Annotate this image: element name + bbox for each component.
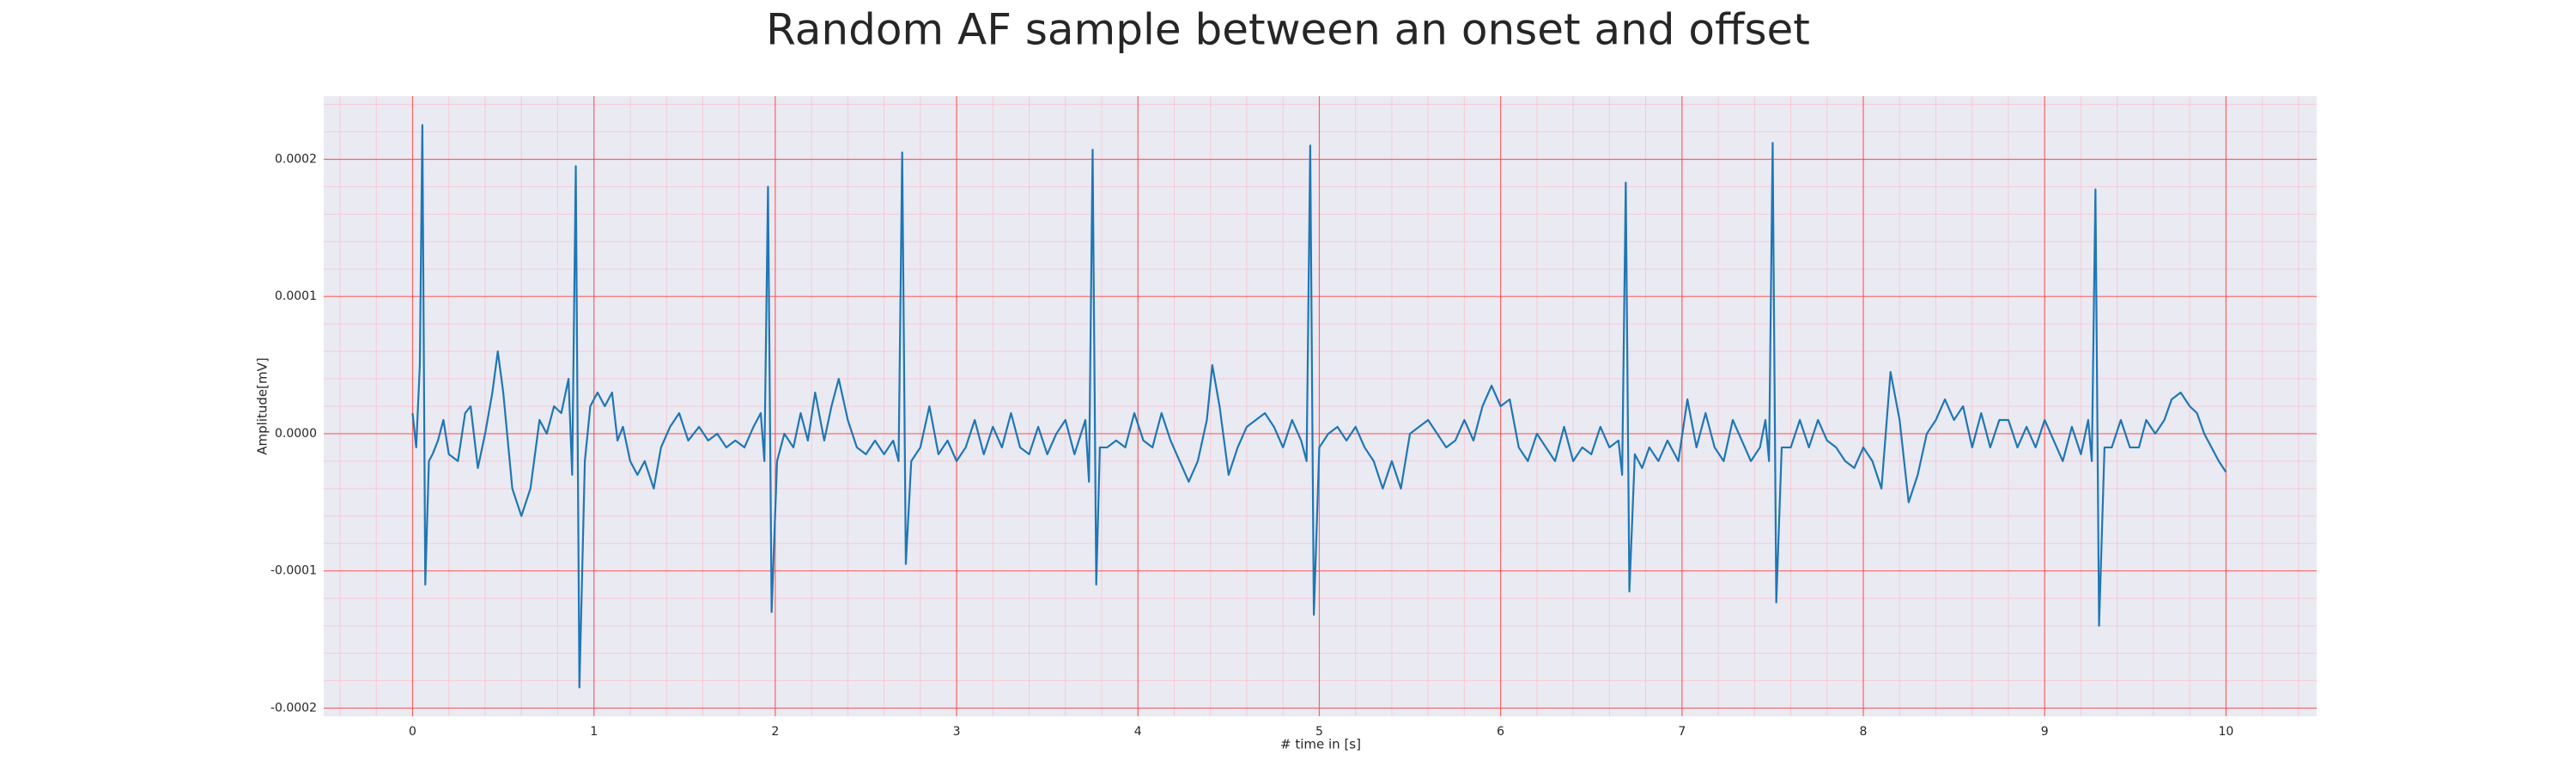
chart-title: Random AF sample between an onset and of… bbox=[766, 5, 1810, 55]
y-tick-label: 0.0000 bbox=[275, 427, 317, 441]
x-tick-label: 6 bbox=[1497, 725, 1504, 739]
y-tick-label: -0.0002 bbox=[270, 701, 317, 715]
x-tick-label: 8 bbox=[1860, 725, 1868, 739]
x-tick-label: 10 bbox=[2218, 725, 2233, 739]
y-tick-label: 0.0001 bbox=[275, 289, 317, 303]
x-tick-label: 5 bbox=[1315, 725, 1323, 739]
y-tick-label: 0.0002 bbox=[275, 152, 317, 166]
x-axis-label: # time in [s] bbox=[1280, 737, 1361, 752]
x-tick-label: 0 bbox=[409, 725, 416, 739]
y-tick-label: -0.0001 bbox=[270, 564, 317, 578]
y-axis-label: Amplitude[mV] bbox=[255, 357, 270, 454]
x-tick-label: 9 bbox=[2041, 725, 2049, 739]
x-tick-label: 2 bbox=[771, 725, 779, 739]
signal-line bbox=[411, 124, 2227, 689]
x-tick-label: 4 bbox=[1134, 725, 1142, 739]
x-tick-label: 7 bbox=[1678, 725, 1686, 739]
x-tick-label: 3 bbox=[953, 725, 961, 739]
x-tick-label: 1 bbox=[590, 725, 598, 739]
